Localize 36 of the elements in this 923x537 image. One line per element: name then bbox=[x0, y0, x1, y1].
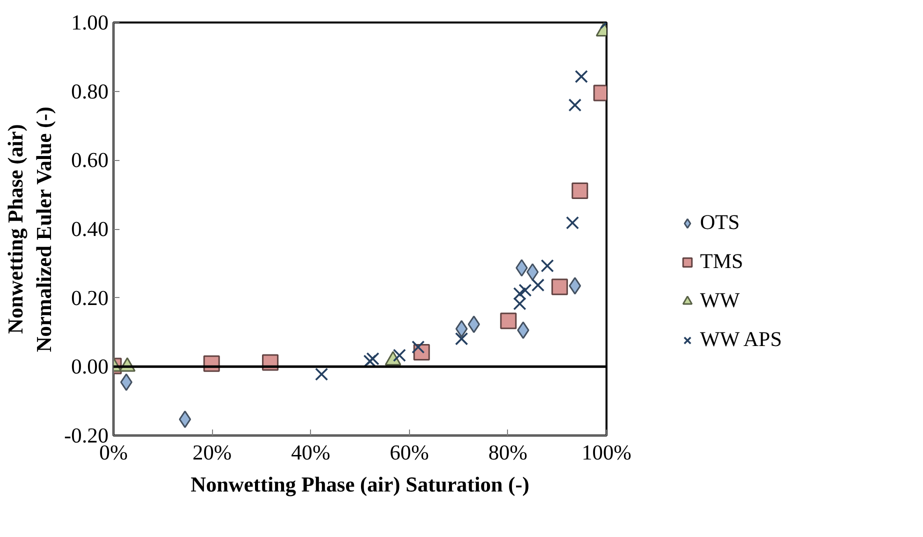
point bbox=[551, 278, 568, 296]
point bbox=[568, 277, 582, 295]
legend-label: WW bbox=[700, 288, 741, 313]
point bbox=[178, 410, 192, 428]
y-tick-label: 0.00 bbox=[71, 354, 109, 379]
y-tick-label: 0.20 bbox=[71, 286, 109, 310]
y-tick-label: 1.00 bbox=[71, 10, 109, 34]
legend-label: OTS bbox=[700, 210, 741, 235]
legend-label: WW APS bbox=[700, 327, 782, 352]
point bbox=[574, 70, 588, 84]
point bbox=[568, 98, 582, 112]
point bbox=[412, 340, 425, 354]
x-axis-title: Nonwetting Phase (air) Saturation (-) bbox=[190, 472, 530, 496]
x-tick-label: 40% bbox=[291, 440, 330, 464]
y-tick-label: 0.80 bbox=[71, 79, 109, 104]
y-tick-label: 0.60 bbox=[71, 148, 109, 172]
point bbox=[526, 263, 539, 281]
x-tick-label: 80% bbox=[488, 440, 528, 464]
point bbox=[566, 216, 580, 230]
point bbox=[513, 297, 526, 310]
point bbox=[518, 284, 532, 297]
point bbox=[531, 278, 545, 292]
x-tick-label: 60% bbox=[390, 440, 430, 464]
point bbox=[500, 312, 517, 330]
point bbox=[455, 320, 468, 338]
point bbox=[314, 368, 328, 381]
x-tick-label: 20% bbox=[192, 440, 232, 464]
point bbox=[540, 259, 554, 272]
x-tick-label: 100% bbox=[582, 440, 632, 464]
y-axis-title: Nonwetting Phase (air) Normalized Euler Value (-) bbox=[3, 106, 56, 352]
point bbox=[366, 352, 380, 366]
point bbox=[513, 287, 526, 300]
y-tick-label: 0.40 bbox=[71, 217, 109, 241]
point bbox=[455, 332, 468, 346]
legend-label: TMS bbox=[700, 249, 744, 274]
point bbox=[572, 182, 588, 200]
